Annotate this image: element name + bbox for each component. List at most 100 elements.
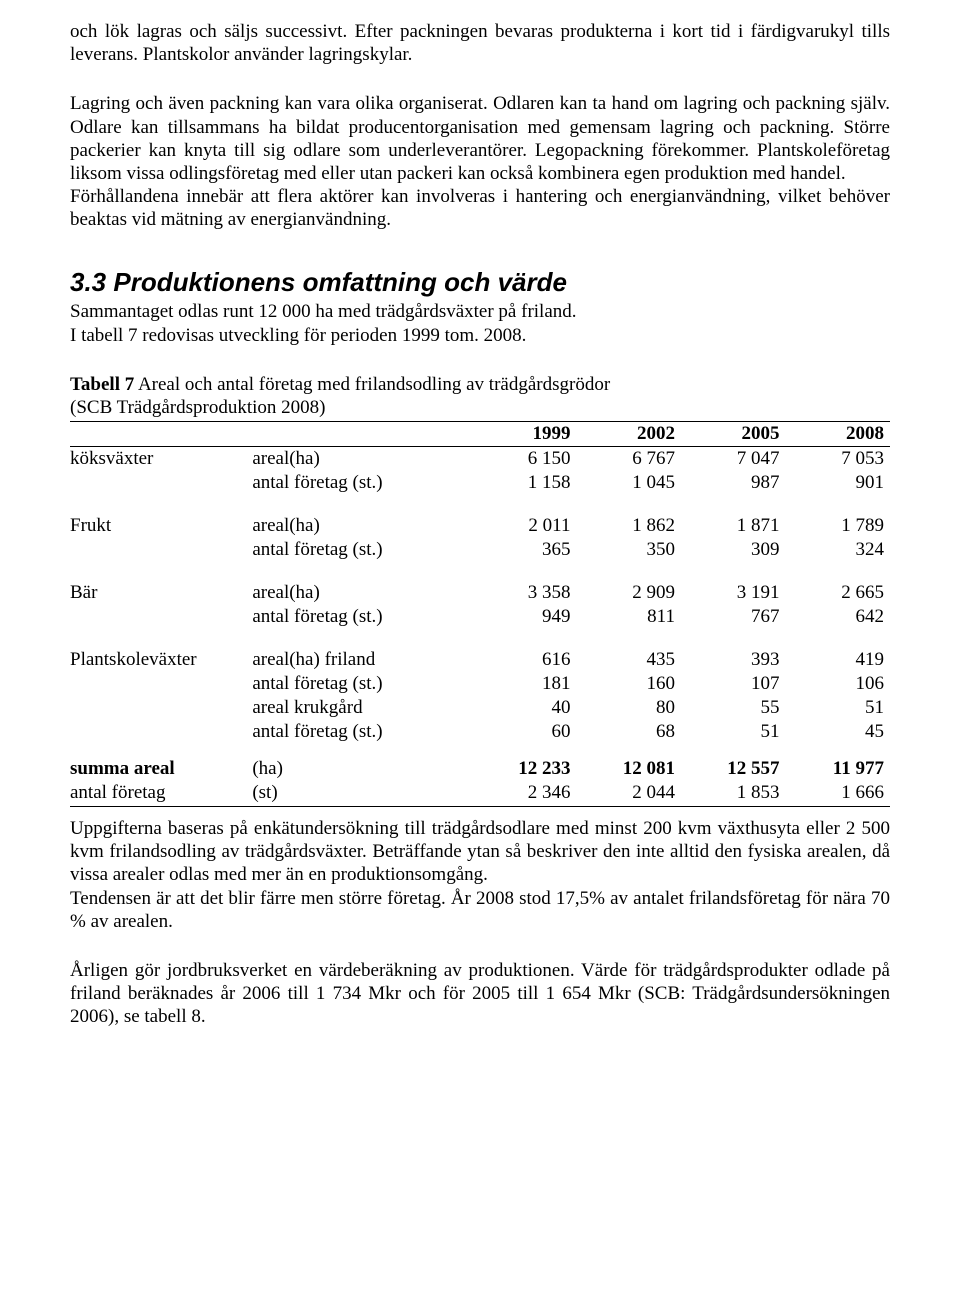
row-value: 68 — [576, 720, 680, 744]
row-value: 51 — [785, 696, 890, 720]
row-value: 2 665 — [785, 562, 890, 605]
row-value: 435 — [576, 629, 680, 672]
row-value: 365 — [472, 538, 576, 562]
row-label: antal företag (st.) — [252, 720, 472, 744]
col-year: 2008 — [785, 422, 890, 447]
row-group: köksväxter — [70, 447, 252, 472]
table-row: antal företag (st.)60685145 — [70, 720, 890, 744]
row-label: antal företag (st.) — [252, 471, 472, 495]
row-label: areal(ha) — [252, 495, 472, 538]
row-value: 642 — [785, 605, 890, 629]
table-header-row: 1999200220052008 — [70, 422, 890, 447]
row-value: 7 053 — [785, 447, 890, 472]
row-value: 393 — [681, 629, 785, 672]
table-row: antal företag (st.)1 1581 045987901 — [70, 471, 890, 495]
table-row: köksväxterareal(ha)6 1506 7677 0477 053 — [70, 447, 890, 472]
row-label: antal företag (st.) — [252, 672, 472, 696]
row-label: areal(ha) friland — [252, 629, 472, 672]
row-value: 181 — [472, 672, 576, 696]
row-group: Bär — [70, 562, 252, 605]
paragraph-3: Förhållandena innebär att flera aktörer … — [70, 185, 890, 231]
row-value: 1 871 — [681, 495, 785, 538]
summary-value: 12 081 — [576, 744, 680, 781]
row-value: 107 — [681, 672, 785, 696]
row-group — [70, 471, 252, 495]
table-caption-bold: Tabell 7 — [70, 374, 134, 395]
summary-value: 1 666 — [785, 781, 890, 807]
table-caption-line2: (SCB Trädgårdsproduktion 2008) — [70, 396, 890, 419]
section-intro-2: I tabell 7 redovisas utveckling för peri… — [70, 324, 890, 347]
row-value: 3 191 — [681, 562, 785, 605]
row-value: 811 — [576, 605, 680, 629]
row-value: 106 — [785, 672, 890, 696]
row-group — [70, 538, 252, 562]
row-label: areal(ha) — [252, 447, 472, 472]
summary-value: 12 233 — [472, 744, 576, 781]
row-value: 987 — [681, 471, 785, 495]
summary-value: 11 977 — [785, 744, 890, 781]
paragraph-2: Lagring och även packning kan vara olika… — [70, 92, 890, 185]
table-summary-row: antal företag(st)2 3462 0441 8531 666 — [70, 781, 890, 807]
col-year: 2002 — [576, 422, 680, 447]
row-value: 45 — [785, 720, 890, 744]
row-value: 6 767 — [576, 447, 680, 472]
row-label: areal(ha) — [252, 562, 472, 605]
summary-value: 12 557 — [681, 744, 785, 781]
row-label: antal företag (st.) — [252, 605, 472, 629]
table-row: Fruktareal(ha)2 0111 8621 8711 789 — [70, 495, 890, 538]
table-summary-row: summa areal(ha)12 23312 08112 55711 977 — [70, 744, 890, 781]
table-7: 1999200220052008köksväxterareal(ha)6 150… — [70, 421, 890, 807]
summary-name: summa areal — [70, 744, 252, 781]
page: och lök lagras och säljs successivt. Eft… — [0, 0, 960, 1068]
table-row: antal företag (st.)949811767642 — [70, 605, 890, 629]
row-value: 1 158 — [472, 471, 576, 495]
row-value: 901 — [785, 471, 890, 495]
row-value: 949 — [472, 605, 576, 629]
row-group — [70, 720, 252, 744]
col-year: 1999 — [472, 422, 576, 447]
row-value: 1 862 — [576, 495, 680, 538]
row-value: 1 789 — [785, 495, 890, 538]
row-value: 419 — [785, 629, 890, 672]
paragraph-after-2: Tendensen är att det blir färre men stör… — [70, 887, 890, 933]
section-heading: 3.3 Produktionens omfattning och värde — [70, 267, 890, 298]
row-value: 55 — [681, 696, 785, 720]
row-value: 767 — [681, 605, 785, 629]
summary-value: 1 853 — [681, 781, 785, 807]
row-value: 2 909 — [576, 562, 680, 605]
row-value: 6 150 — [472, 447, 576, 472]
summary-value: 2 346 — [472, 781, 576, 807]
table-row: antal företag (st.)365350309324 — [70, 538, 890, 562]
row-value: 2 011 — [472, 495, 576, 538]
table-cell — [252, 422, 472, 447]
table-row: Bärareal(ha)3 3582 9093 1912 665 — [70, 562, 890, 605]
summary-value: 2 044 — [576, 781, 680, 807]
row-value: 309 — [681, 538, 785, 562]
table-row: Plantskoleväxterareal(ha) friland6164353… — [70, 629, 890, 672]
row-group — [70, 696, 252, 720]
summary-label: (st) — [252, 781, 472, 807]
row-value: 1 045 — [576, 471, 680, 495]
table-caption-line1: Tabell 7 Areal och antal företag med fri… — [70, 373, 890, 396]
row-group — [70, 672, 252, 696]
col-year: 2005 — [681, 422, 785, 447]
summary-label: (ha) — [252, 744, 472, 781]
table-row: antal företag (st.)181160107106 — [70, 672, 890, 696]
row-value: 7 047 — [681, 447, 785, 472]
row-group: Plantskoleväxter — [70, 629, 252, 672]
table-row: areal krukgård40805551 — [70, 696, 890, 720]
paragraph-1: och lök lagras och säljs successivt. Eft… — [70, 20, 890, 66]
row-group: Frukt — [70, 495, 252, 538]
row-value: 40 — [472, 696, 576, 720]
row-value: 616 — [472, 629, 576, 672]
row-group — [70, 605, 252, 629]
row-value: 3 358 — [472, 562, 576, 605]
table-cell — [70, 422, 252, 447]
row-value: 324 — [785, 538, 890, 562]
row-value: 51 — [681, 720, 785, 744]
row-value: 160 — [576, 672, 680, 696]
row-label: areal krukgård — [252, 696, 472, 720]
paragraph-after-3: Årligen gör jordbruksverket en värdeberä… — [70, 959, 890, 1029]
row-value: 80 — [576, 696, 680, 720]
row-value: 350 — [576, 538, 680, 562]
